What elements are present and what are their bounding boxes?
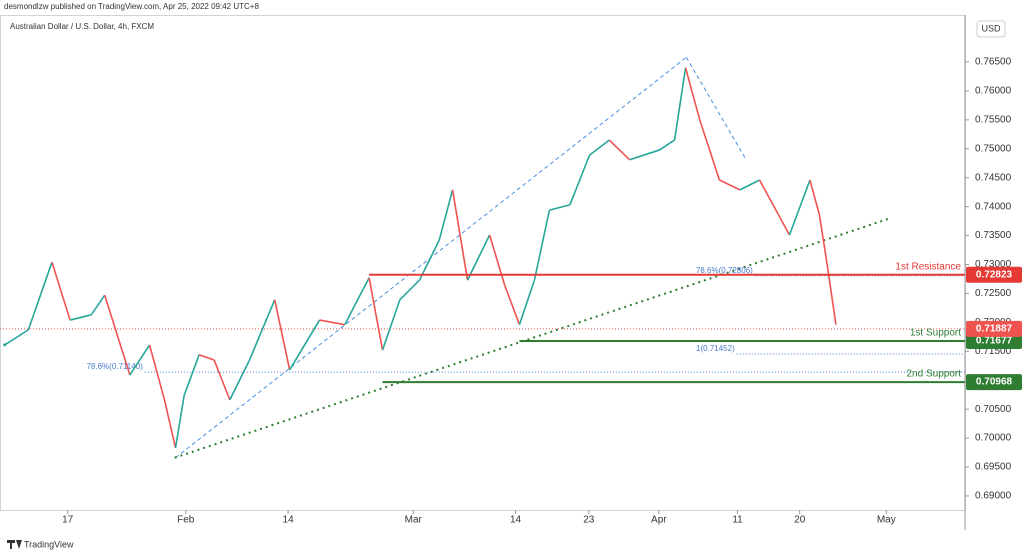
price-segment [183,354,200,396]
price-segment [288,319,321,371]
price-segment [69,314,92,321]
level-name: 2nd Support [907,369,962,380]
price-segment [438,189,454,241]
currency: USD [981,23,1001,33]
x-tick-label: Apr [651,515,667,526]
price-segment [503,284,521,325]
price-segment [629,149,660,161]
price-segment [418,239,440,281]
x-tick-label: 17 [62,515,74,526]
y-tick-label: 0.73000 [975,259,1012,270]
price-segment [344,277,370,326]
last-price-tag [966,320,1022,337]
price-segment [698,119,721,181]
price-segment [466,234,491,281]
y-tick-label: 0.69500 [975,462,1012,473]
y-tick-label: 0.76500 [975,57,1012,68]
price-segment [90,294,106,316]
price-segment [719,179,741,191]
level-value: 0.71677 [976,336,1013,347]
price-segment [399,279,421,301]
price-segment [163,399,177,449]
price-segment [589,139,610,156]
x-tick-label: Feb [177,515,195,526]
x-tick-label: May [877,515,896,526]
price-segment [549,204,571,211]
price-start [3,343,7,347]
y-tick-label: 0.75500 [975,114,1012,125]
y-tick-label: 0.72500 [975,288,1012,299]
x-tick-label: Mar [405,515,423,526]
brand: TradingView [24,539,74,549]
price-segment [809,179,821,215]
price-segment [381,299,401,351]
fib-label: 78.6%(0.71140) [86,362,143,371]
price-segment [319,319,345,326]
level-tag [966,266,1022,283]
y-tick-label: 0.74000 [975,201,1012,212]
level-tag [966,374,1022,391]
price-segment [248,299,276,361]
price-segment [368,277,384,351]
y-tick-label: 0.73500 [975,230,1012,241]
price-segment [788,179,811,236]
fib-label: 1(0.71452) [696,344,735,353]
price-segment [451,189,469,281]
price-segment [533,209,551,281]
x-tick-label: 14 [283,515,295,526]
logo [7,540,22,549]
level-tag [966,333,1022,350]
level-name: 1st Support [910,328,961,339]
price-segment [673,67,687,141]
level-value: 0.70968 [976,377,1013,388]
x-tick-label: 14 [510,515,522,526]
price-segment [4,329,29,346]
price-segment [739,179,760,191]
price-segment [129,344,151,376]
trend-line [685,57,747,161]
price-segment [229,359,251,401]
y-tick-label: 0.70000 [975,433,1012,444]
y-tick-label: 0.71500 [975,346,1012,357]
currency-box [976,20,1006,38]
price-segment [569,154,591,206]
price-segment [27,261,53,331]
price-segment [659,139,675,151]
y-tick-label: 0.69000 [975,491,1012,502]
y-tick-label: 0.76000 [975,86,1012,97]
price-segment [608,139,631,161]
y-tick-label: 0.74500 [975,172,1012,183]
x-tick-label: 23 [583,515,595,526]
price-segment [758,179,791,236]
price-segment [684,67,701,121]
price-segment [198,354,215,361]
price-segment [51,261,71,321]
y-tick-label: 0.70500 [975,404,1012,415]
price-segment [103,294,131,376]
y-tick-label: 0.75000 [975,143,1012,154]
x-tick-label: 11 [732,515,743,526]
chart-title: Australian Dollar / U.S. Dollar, 4h, FXC… [10,22,154,31]
publisher: desmondlzw published on TradingView.com,… [4,2,259,11]
fib-label: 78.6%(0.72806) [696,266,753,275]
price-segment [518,279,536,325]
price-segment [148,344,166,401]
price-segment [273,299,291,370]
x-tick-label: 20 [794,515,806,526]
level-name: 1st Resistance [895,261,961,272]
price-segment [818,214,829,266]
price-segment [488,234,506,285]
level-value: 0.72823 [976,269,1013,280]
price-segment [174,395,185,449]
last-price-value: 0.71887 [976,324,1013,335]
price-segment [213,359,231,401]
